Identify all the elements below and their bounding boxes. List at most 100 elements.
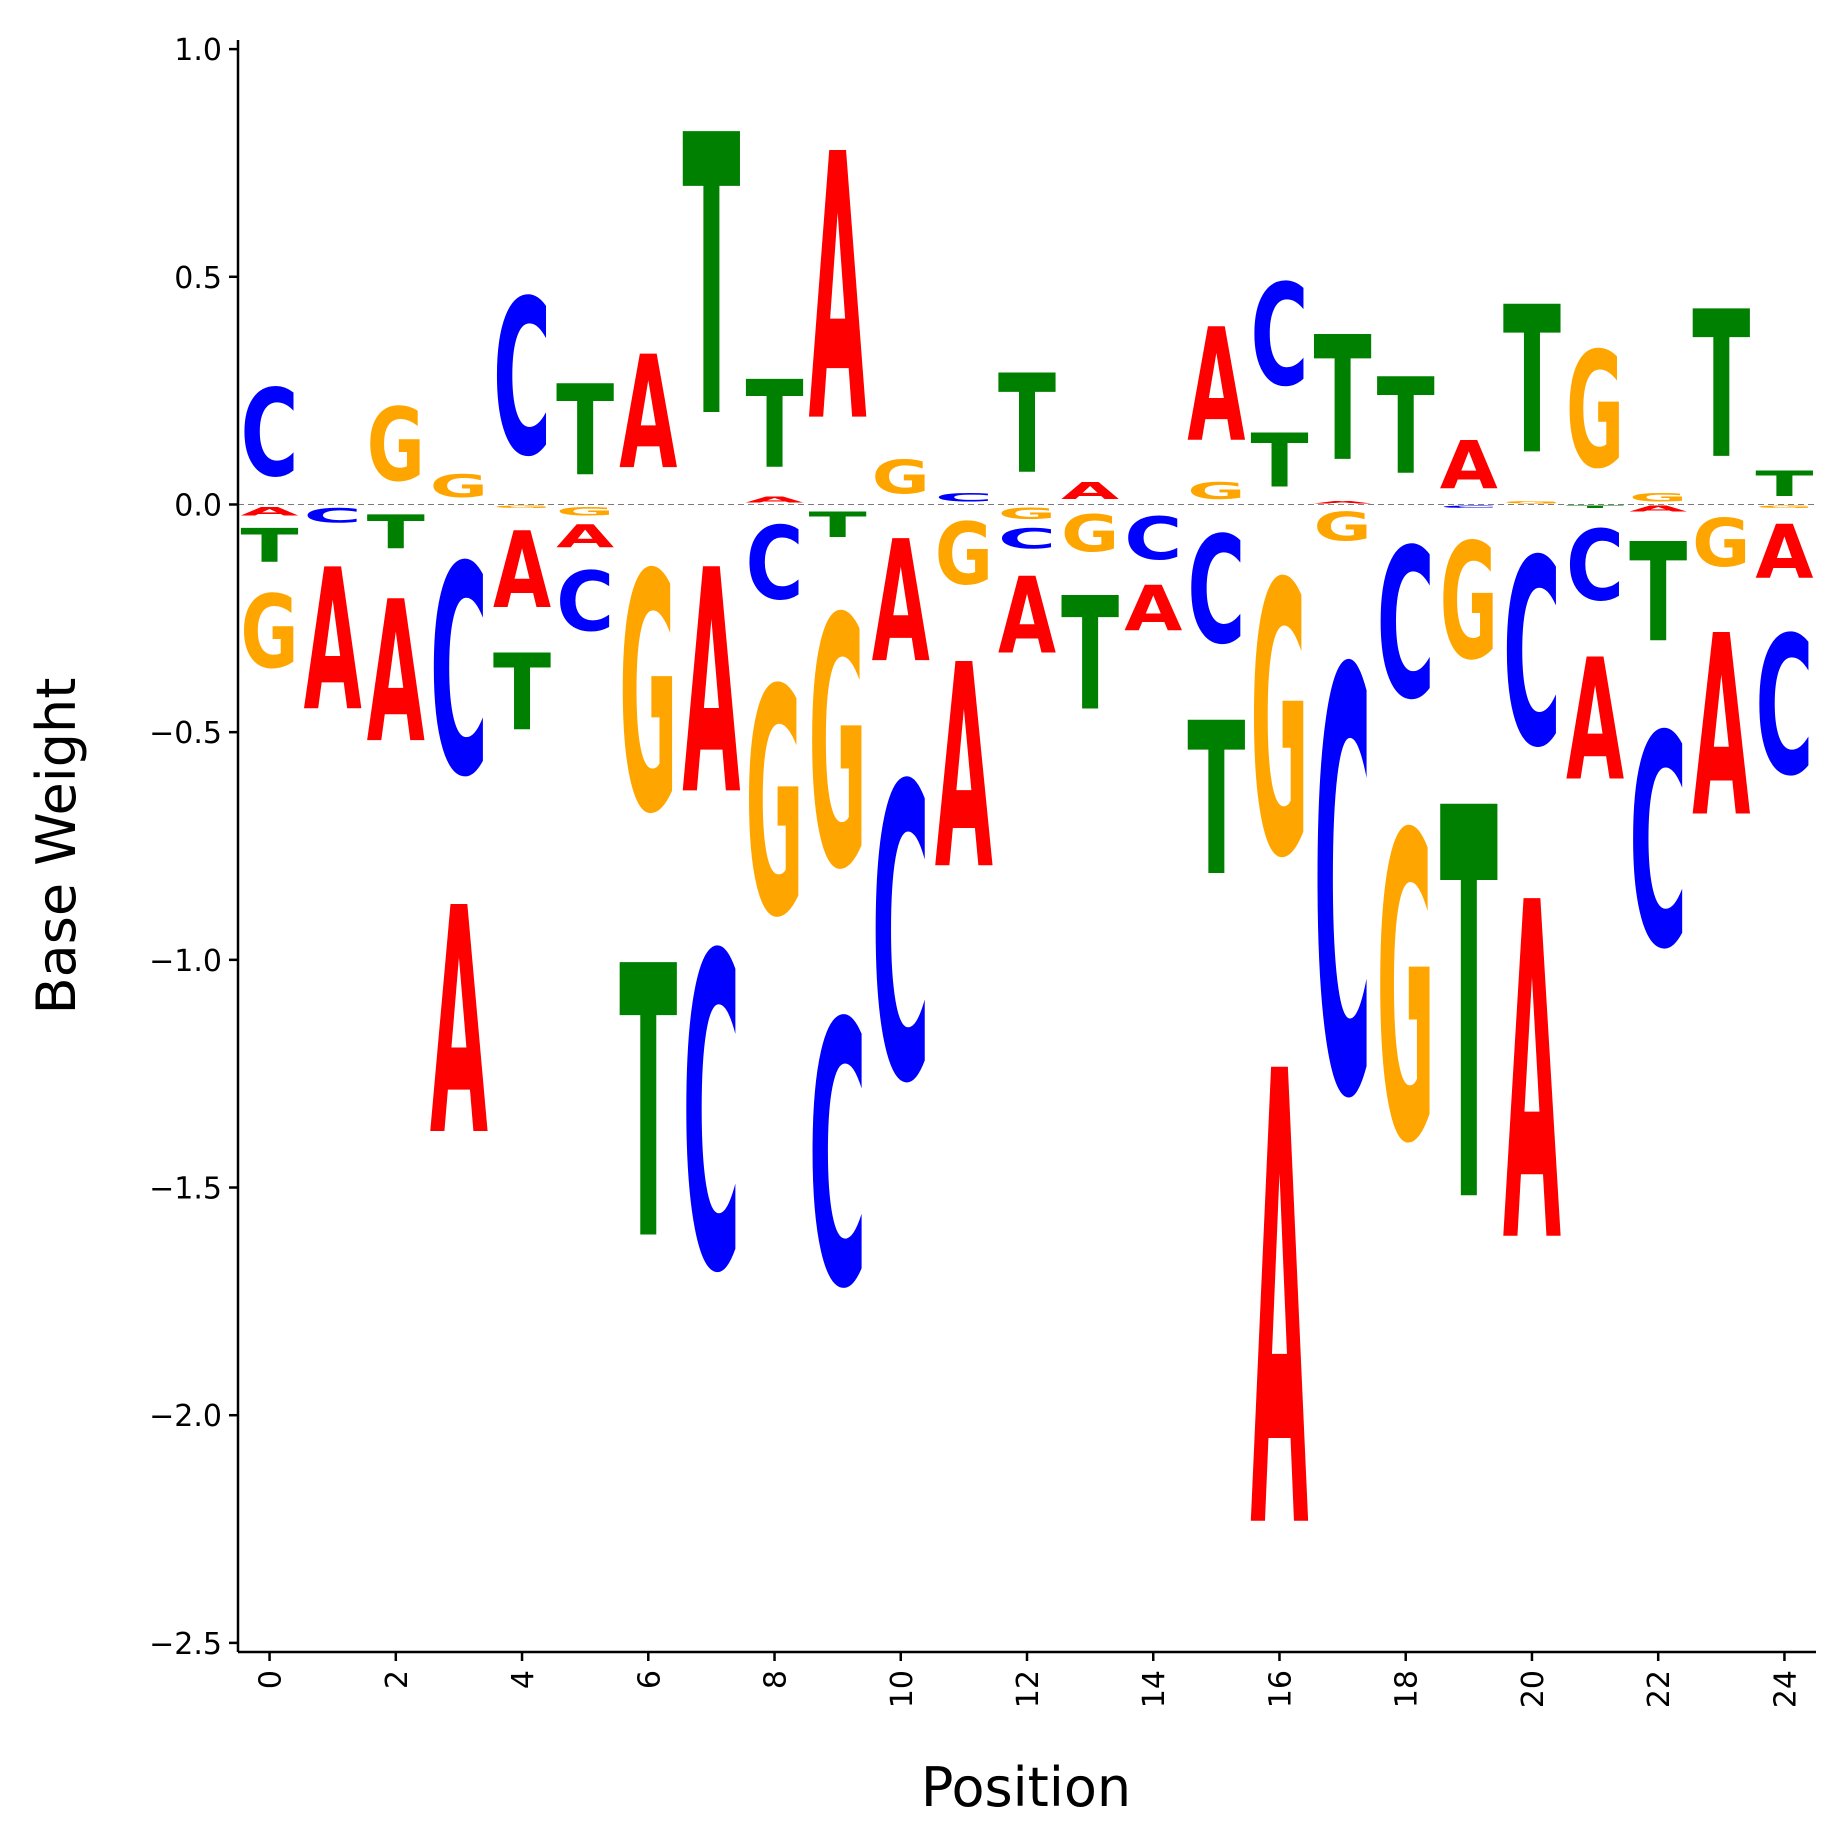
logo-letter-C: C bbox=[809, 947, 867, 1368]
logo-letter-G: G bbox=[1187, 478, 1245, 505]
logo-letter-C: C bbox=[872, 701, 930, 1173]
logo-letter-A: A bbox=[1503, 807, 1562, 1346]
y-axis-label: Base Weight bbox=[25, 678, 88, 1015]
x-ticks: 0 2 4 6 8 10 12 14 16 18 20 22 24 bbox=[254, 1652, 1803, 1708]
logo-letter-T: T bbox=[1250, 418, 1308, 504]
logo-letter-T: T bbox=[1314, 299, 1372, 499]
logo-letter-G: G bbox=[1250, 506, 1308, 941]
logo-letter-A: A bbox=[872, 505, 930, 700]
logo-letter-A: A bbox=[1629, 504, 1688, 513]
logo-letter-C: C bbox=[493, 255, 551, 504]
logo-letter-T: T bbox=[241, 519, 299, 573]
logo-letter-G: G bbox=[1377, 748, 1435, 1238]
logo-letter-C: C bbox=[998, 523, 1056, 555]
logo-letter-T: T bbox=[1061, 565, 1119, 746]
y-tick-label: −2.5 bbox=[149, 1627, 222, 1662]
x-tick-label: 2 bbox=[380, 1670, 415, 1689]
logo-letter-T: T bbox=[745, 354, 803, 495]
logo-letter-A: A bbox=[1692, 583, 1750, 873]
logo-letter-T: T bbox=[619, 887, 678, 1323]
logo-letter-C: C bbox=[935, 491, 993, 504]
logo-letter-T: T bbox=[1755, 464, 1814, 504]
logo-letter-G: G bbox=[241, 573, 299, 691]
logo-letter-G: G bbox=[1629, 491, 1687, 505]
logo-letter-T: T bbox=[1692, 268, 1750, 504]
logo-letter-A: A bbox=[1061, 477, 1119, 504]
x-tick-label: 16 bbox=[1263, 1670, 1298, 1708]
x-tick-label: 8 bbox=[759, 1670, 794, 1689]
logo-letter-C: C bbox=[1440, 505, 1498, 510]
x-tick-label: 6 bbox=[632, 1670, 667, 1689]
logo-letter-T: T bbox=[1503, 264, 1561, 500]
logo-letter-C: C bbox=[430, 505, 488, 840]
logo-letter-G: G bbox=[1314, 505, 1372, 550]
logo-letter-C: C bbox=[1250, 254, 1308, 418]
logo-letter-T: T bbox=[809, 505, 868, 545]
logo-letter-C: C bbox=[556, 554, 614, 650]
x-tick-label: 18 bbox=[1390, 1670, 1425, 1708]
y-tick-label: 0.5 bbox=[174, 261, 222, 296]
logo-letter-A: A bbox=[430, 844, 488, 1206]
logo-letter-C: C bbox=[304, 505, 362, 528]
x-tick-label: 4 bbox=[506, 1670, 541, 1689]
y-tick-label: −0.5 bbox=[149, 716, 222, 751]
logo-letter-G: G bbox=[809, 547, 867, 946]
x-tick-label: 0 bbox=[254, 1670, 289, 1689]
logo-letter-G: G bbox=[1755, 505, 1813, 510]
logo-letter-G: G bbox=[367, 386, 425, 504]
logo-letter-T: T bbox=[1187, 678, 1245, 923]
logo-letter-C: C bbox=[745, 506, 803, 623]
logo-letters: CATGCAGTAGCACGATTGACAGTTACATCGATGCGACCGA… bbox=[238, 54, 1816, 1668]
logo-letter-G: G bbox=[935, 505, 993, 605]
logo-letter-C: C bbox=[682, 867, 740, 1369]
logo-letter-G: G bbox=[745, 624, 803, 987]
logo-letter-A: A bbox=[935, 607, 993, 932]
x-tick-label: 22 bbox=[1642, 1670, 1677, 1708]
logo-letter-T: T bbox=[682, 54, 741, 503]
logo-letter-C: C bbox=[1377, 505, 1435, 745]
logo-letter-A: A bbox=[367, 559, 425, 786]
x-tick-label: 12 bbox=[1011, 1670, 1046, 1708]
logo-letter-T: T bbox=[493, 632, 551, 755]
y-tick-label: −1.5 bbox=[149, 1172, 222, 1207]
y-tick-label: 1.0 bbox=[174, 33, 222, 68]
logo-letter-T: T bbox=[556, 360, 614, 505]
logo-letter-G: G bbox=[1440, 510, 1498, 696]
logo-letter-G: G bbox=[430, 468, 488, 504]
y-tick-label: 0.0 bbox=[174, 488, 222, 523]
logo-letter-A: A bbox=[1440, 427, 1498, 505]
logo-letter-T: T bbox=[1377, 351, 1435, 504]
logo-letter-A: A bbox=[556, 518, 615, 554]
logo-letter-C: C bbox=[1755, 597, 1813, 819]
logo-letter-A: A bbox=[1187, 296, 1245, 477]
y-ticks: −2.5 −2.0 −1.5 −1.0 −0.5 0.0 0.5 1.0 bbox=[149, 33, 238, 1662]
logo-letter-A: A bbox=[1566, 624, 1624, 819]
logo-letter-G: G bbox=[619, 504, 677, 885]
logo-letter-G: G bbox=[493, 505, 551, 510]
x-tick-label: 10 bbox=[885, 1670, 920, 1708]
logo-letter-T: T bbox=[1566, 505, 1624, 510]
logo-letter-A: A bbox=[1314, 500, 1372, 505]
logo-letter-A: A bbox=[682, 505, 740, 864]
logo-letter-C: C bbox=[1314, 551, 1372, 1226]
logo-letter-A: A bbox=[745, 495, 804, 504]
logo-letter-T: T bbox=[1629, 514, 1687, 672]
logo-letter-G: G bbox=[1566, 319, 1624, 505]
logo-letter-A: A bbox=[998, 554, 1056, 677]
logo-letter-C: C bbox=[241, 364, 299, 505]
logo-letter-C: C bbox=[1503, 505, 1561, 804]
logo-letter-G: G bbox=[1061, 505, 1119, 564]
logo-letter-G: G bbox=[1692, 505, 1750, 582]
logo-letter-A: A bbox=[1250, 942, 1309, 1668]
logo-letter-G: G bbox=[998, 505, 1056, 523]
logo-letter-T: T bbox=[998, 346, 1056, 504]
logo-letter-A: A bbox=[1124, 574, 1183, 646]
y-tick-label: −1.0 bbox=[149, 944, 222, 979]
logo-letter-C: C bbox=[1124, 505, 1182, 573]
logo-letter-A: A bbox=[619, 323, 677, 504]
x-axis-label: Position bbox=[921, 1756, 1131, 1819]
logo-letter-T: T bbox=[1440, 697, 1499, 1323]
logo-letter-A: A bbox=[1755, 509, 1813, 595]
logo-letter-C: C bbox=[1187, 505, 1245, 677]
